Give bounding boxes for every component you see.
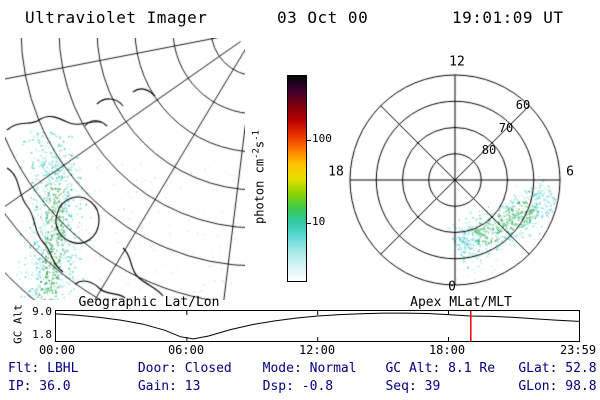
colorbar-label-exponent: -2 (251, 148, 262, 159)
gc-alt-timeline (55, 310, 580, 342)
mlt-label-6: 6 (566, 164, 574, 180)
status-row-2: IP: 36.0 Gain: 13 Dsp: -0.8 Seq: 39 GLon… (8, 379, 597, 394)
status-dsp: Dsp: -0.8 (262, 379, 334, 394)
status-gc-alt: GC Alt: 8.1 Re (385, 361, 496, 376)
colorbar (287, 75, 307, 282)
mlt-label-0: 0 (448, 279, 456, 295)
status-glon: GLon: 98.8 (518, 379, 597, 394)
app-title: Ultraviolet Imager (25, 8, 208, 27)
timeline-ylabel: GC Alt (11, 304, 25, 344)
timeline-xtick-0000: 00:00 (38, 343, 76, 357)
status-mode: Mode: Normal (262, 361, 357, 376)
colorbar-tick-100: 100 (312, 131, 332, 145)
apex-polar-canvas (343, 68, 567, 292)
mlat-ring-label-60: 60 (515, 98, 531, 112)
status-ip: IP: 36.0 (8, 379, 71, 394)
colorbar-label-exponent: -1 (251, 130, 262, 141)
colorbar-tick-mark (306, 139, 311, 141)
colorbar-tick-mark (306, 223, 311, 224)
colorbar-label: photon cm-2s-1 (252, 130, 267, 224)
status-glat: GLat: 52.8 (518, 361, 597, 376)
colorbar-label-part: s (252, 140, 267, 149)
timeline-xtick-0600: 06:00 (167, 343, 205, 357)
timeline-xtick-1800: 18:00 (428, 343, 466, 357)
timeline-xtick-1200: 12:00 (298, 343, 336, 357)
timeline-ytick-9: 9.0 (32, 305, 52, 318)
timeline-xtick-2359: 23:59 (559, 343, 597, 357)
geographic-map-canvas (5, 38, 245, 300)
mlat-ring-label-70: 70 (498, 121, 514, 135)
timeline-ytick-1-8: 1.8 (32, 328, 52, 341)
mlt-label-18: 18 (328, 164, 344, 180)
gc-alt-curve (56, 312, 579, 340)
time-label: 19:01:09 UT (452, 8, 564, 27)
apex-panel-caption: Apex MLat/MLT (410, 295, 512, 310)
date-label: 03 Oct 00 (277, 8, 369, 27)
mlt-label-12: 12 (449, 54, 465, 70)
status-gain: Gain: 13 (137, 379, 201, 394)
status-row-1: Flt: LBHL Door: Closed Mode: Normal GC A… (8, 361, 597, 376)
status-door: Door: Closed (137, 361, 232, 376)
mlat-ring-label-80: 80 (481, 143, 497, 157)
status-flt: Flt: LBHL (8, 361, 79, 376)
geo-panel-caption: Geographic Lat/Lon (78, 295, 220, 310)
colorbar-label-part: photon cm (252, 158, 267, 224)
status-seq: Seq: 39 (385, 379, 441, 394)
colorbar-tick-10: 10 (312, 215, 326, 228)
